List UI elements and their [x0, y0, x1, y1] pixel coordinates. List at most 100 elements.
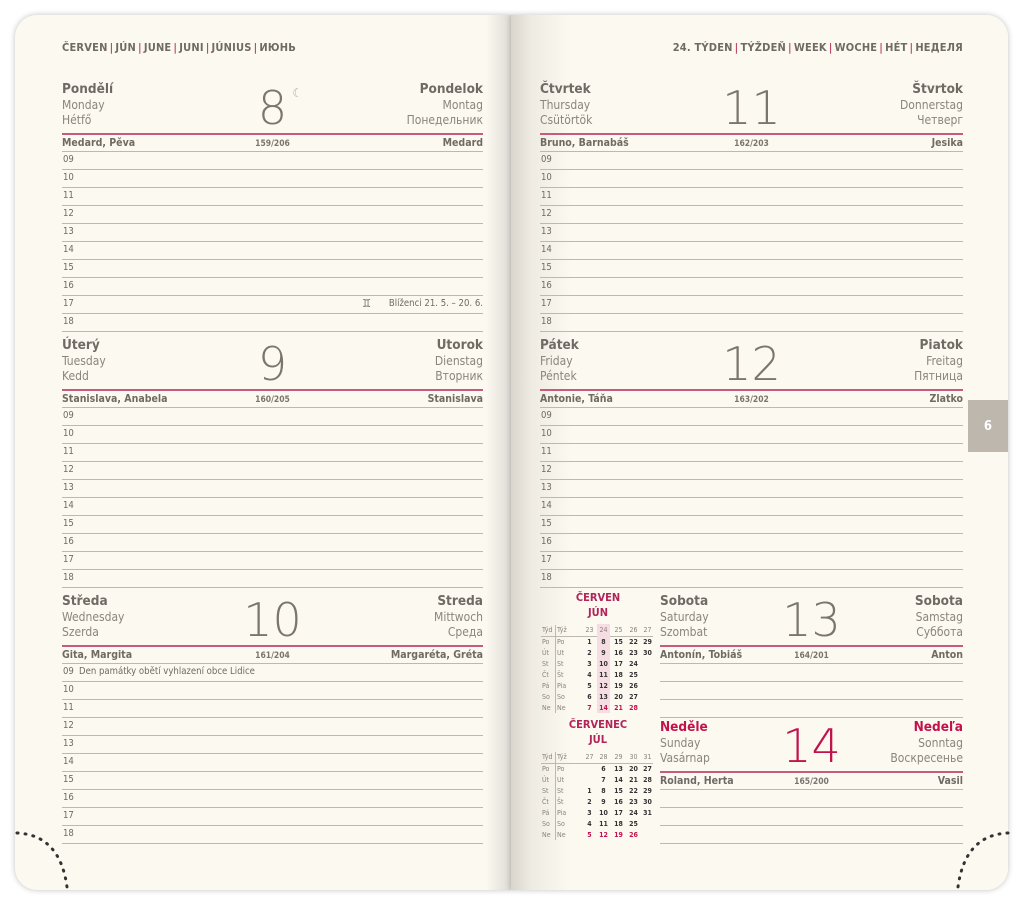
hour-label[interactable]: 16 [63, 280, 74, 291]
hour-label[interactable]: 15 [63, 262, 74, 273]
hour-label[interactable]: 09 [63, 410, 74, 421]
calendar-day[interactable]: 15 [614, 787, 623, 795]
calendar-day[interactable]: 24 [629, 809, 638, 817]
hour-label[interactable]: 10 [63, 172, 74, 183]
calendar-day[interactable]: 3 [587, 809, 592, 817]
calendar-day[interactable]: 31 [643, 809, 652, 817]
hour-label[interactable]: 10 [541, 172, 552, 183]
calendar-day[interactable]: 14 [599, 704, 608, 712]
calendar-day[interactable]: 1 [587, 787, 592, 795]
hour-label[interactable]: 13 [541, 482, 552, 493]
hour-label[interactable]: 13 [63, 482, 74, 493]
calendar-day[interactable]: 18 [614, 671, 623, 679]
hour-label[interactable]: 16 [63, 792, 74, 803]
calendar-day[interactable]: 3 [587, 660, 592, 668]
calendar-day[interactable]: 10 [599, 660, 608, 668]
hour-label[interactable]: 18 [63, 316, 74, 327]
calendar-day[interactable]: 8 [601, 787, 606, 795]
hour-label[interactable]: 15 [63, 774, 74, 785]
hour-label[interactable]: 17 [541, 554, 552, 565]
calendar-day[interactable]: 5 [587, 682, 592, 690]
calendar-day[interactable]: 20 [614, 693, 623, 701]
hour-label[interactable]: 13 [541, 226, 552, 237]
calendar-day[interactable]: 26 [629, 682, 638, 690]
hour-label[interactable]: 09 [63, 154, 74, 165]
calendar-day[interactable]: 15 [614, 638, 623, 646]
month-tab[interactable]: 6 [968, 400, 1008, 452]
calendar-day[interactable]: 29 [643, 787, 652, 795]
calendar-day[interactable]: 13 [599, 693, 608, 701]
hour-label[interactable]: 14 [63, 244, 74, 255]
hour-label[interactable]: 11 [63, 190, 74, 201]
calendar-day[interactable]: 4 [587, 671, 592, 679]
calendar-day[interactable]: 21 [614, 704, 623, 712]
hour-label[interactable]: 15 [63, 518, 74, 529]
hour-label[interactable]: 10 [63, 684, 74, 695]
hour-label[interactable]: 16 [541, 536, 552, 547]
calendar-day[interactable]: 18 [614, 820, 623, 828]
calendar-day[interactable]: 2 [587, 798, 592, 806]
calendar-day[interactable]: 12 [599, 831, 608, 839]
hour-label[interactable]: 18 [63, 572, 74, 583]
calendar-day[interactable]: 20 [629, 765, 638, 773]
calendar-day[interactable]: 14 [614, 776, 623, 784]
calendar-day[interactable]: 7 [601, 776, 606, 784]
calendar-day[interactable]: 27 [629, 693, 638, 701]
calendar-day[interactable]: 24 [629, 660, 638, 668]
hour-label[interactable]: 17 [63, 554, 74, 565]
calendar-day[interactable]: 17 [614, 660, 623, 668]
calendar-day[interactable]: 30 [643, 649, 652, 657]
calendar-day[interactable]: 6 [601, 765, 606, 773]
calendar-day[interactable]: 28 [629, 704, 638, 712]
hour-label[interactable]: 15 [541, 518, 552, 529]
calendar-day[interactable]: 16 [614, 649, 623, 657]
calendar-day[interactable]: 16 [614, 798, 623, 806]
calendar-day[interactable]: 30 [643, 798, 652, 806]
calendar-day[interactable]: 23 [629, 649, 638, 657]
calendar-day[interactable]: 22 [629, 638, 638, 646]
calendar-day[interactable]: 10 [599, 809, 608, 817]
calendar-day[interactable]: 17 [614, 809, 623, 817]
hour-label[interactable]: 11 [63, 446, 74, 457]
hour-label[interactable]: 16 [63, 536, 74, 547]
calendar-day[interactable]: 23 [629, 798, 638, 806]
calendar-day[interactable]: 26 [629, 831, 638, 839]
calendar-day[interactable]: 2 [587, 649, 592, 657]
hour-label[interactable]: 12 [63, 720, 74, 731]
hour-label[interactable]: 12 [63, 208, 74, 219]
calendar-day[interactable]: 21 [629, 776, 638, 784]
calendar-day[interactable]: 9 [601, 649, 606, 657]
hour-label[interactable]: 09 [541, 410, 552, 421]
calendar-day[interactable]: 9 [601, 798, 606, 806]
calendar-day[interactable]: 1 [587, 638, 592, 646]
calendar-day[interactable]: 8 [601, 638, 606, 646]
hour-label[interactable]: 12 [541, 464, 552, 475]
calendar-day[interactable]: 25 [629, 671, 638, 679]
hour-label[interactable]: 10 [541, 428, 552, 439]
calendar-day[interactable]: 25 [629, 820, 638, 828]
calendar-day[interactable]: 11 [599, 820, 608, 828]
hour-label[interactable]: 14 [63, 756, 74, 767]
calendar-day[interactable]: 7 [587, 704, 592, 712]
hour-label[interactable]: 14 [541, 500, 552, 511]
calendar-day[interactable]: 19 [614, 682, 623, 690]
hour-label[interactable]: 18 [541, 572, 552, 583]
hour-label[interactable]: 12 [63, 464, 74, 475]
hour-label[interactable]: 12 [541, 208, 552, 219]
hour-label[interactable]: 18 [541, 316, 552, 327]
hour-label[interactable]: 13 [63, 738, 74, 749]
hour-label[interactable]: 11 [541, 446, 552, 457]
hour-label[interactable]: 17 [63, 810, 74, 821]
hour-label[interactable]: 11 [63, 702, 74, 713]
calendar-day[interactable]: 6 [587, 693, 592, 701]
calendar-day[interactable]: 28 [643, 776, 652, 784]
hour-label[interactable]: 13 [63, 226, 74, 237]
calendar-day[interactable]: 5 [587, 831, 592, 839]
hour-label[interactable]: 09 [541, 154, 552, 165]
calendar-day[interactable]: 27 [643, 765, 652, 773]
hour-label[interactable]: 14 [541, 244, 552, 255]
hour-label[interactable]: 11 [541, 190, 552, 201]
hour-label[interactable]: 14 [63, 500, 74, 511]
calendar-day[interactable]: 4 [587, 820, 592, 828]
hour-label[interactable]: 09 [63, 666, 74, 677]
